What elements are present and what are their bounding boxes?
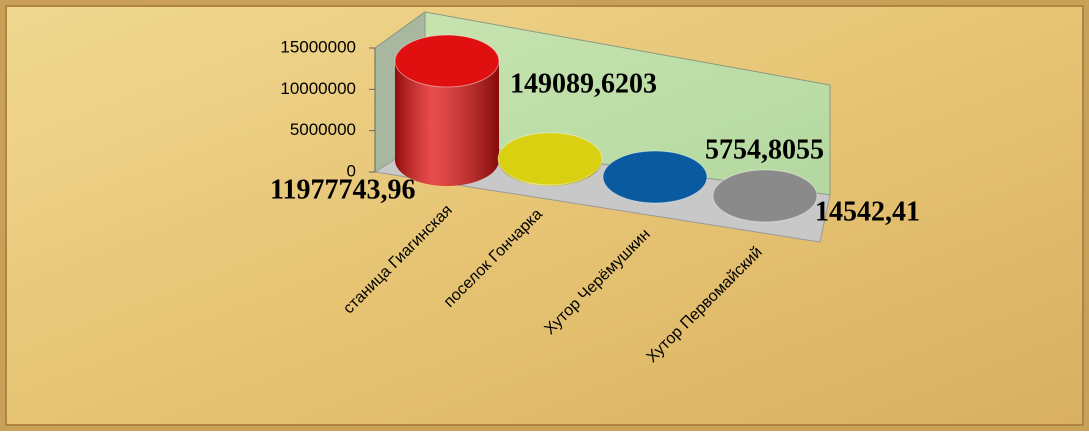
cylinder-top: [712, 169, 818, 223]
data-label: 11977743,96: [270, 174, 415, 205]
cylinder-shade: [395, 60, 499, 187]
y-tick-label: 15000000: [280, 37, 356, 56]
y-tick-label: 10000000: [280, 79, 356, 98]
data-label: 14542,41: [815, 196, 920, 227]
cylinder-top: [394, 34, 500, 88]
data-label: 5754,8055: [705, 134, 824, 165]
y-tick-label: 0: [347, 161, 356, 180]
cylinder-top: [602, 150, 708, 204]
y-tick-label: 5000000: [290, 120, 356, 139]
data-label: 149089,6203: [510, 68, 657, 99]
cylinder-top: [497, 132, 603, 186]
